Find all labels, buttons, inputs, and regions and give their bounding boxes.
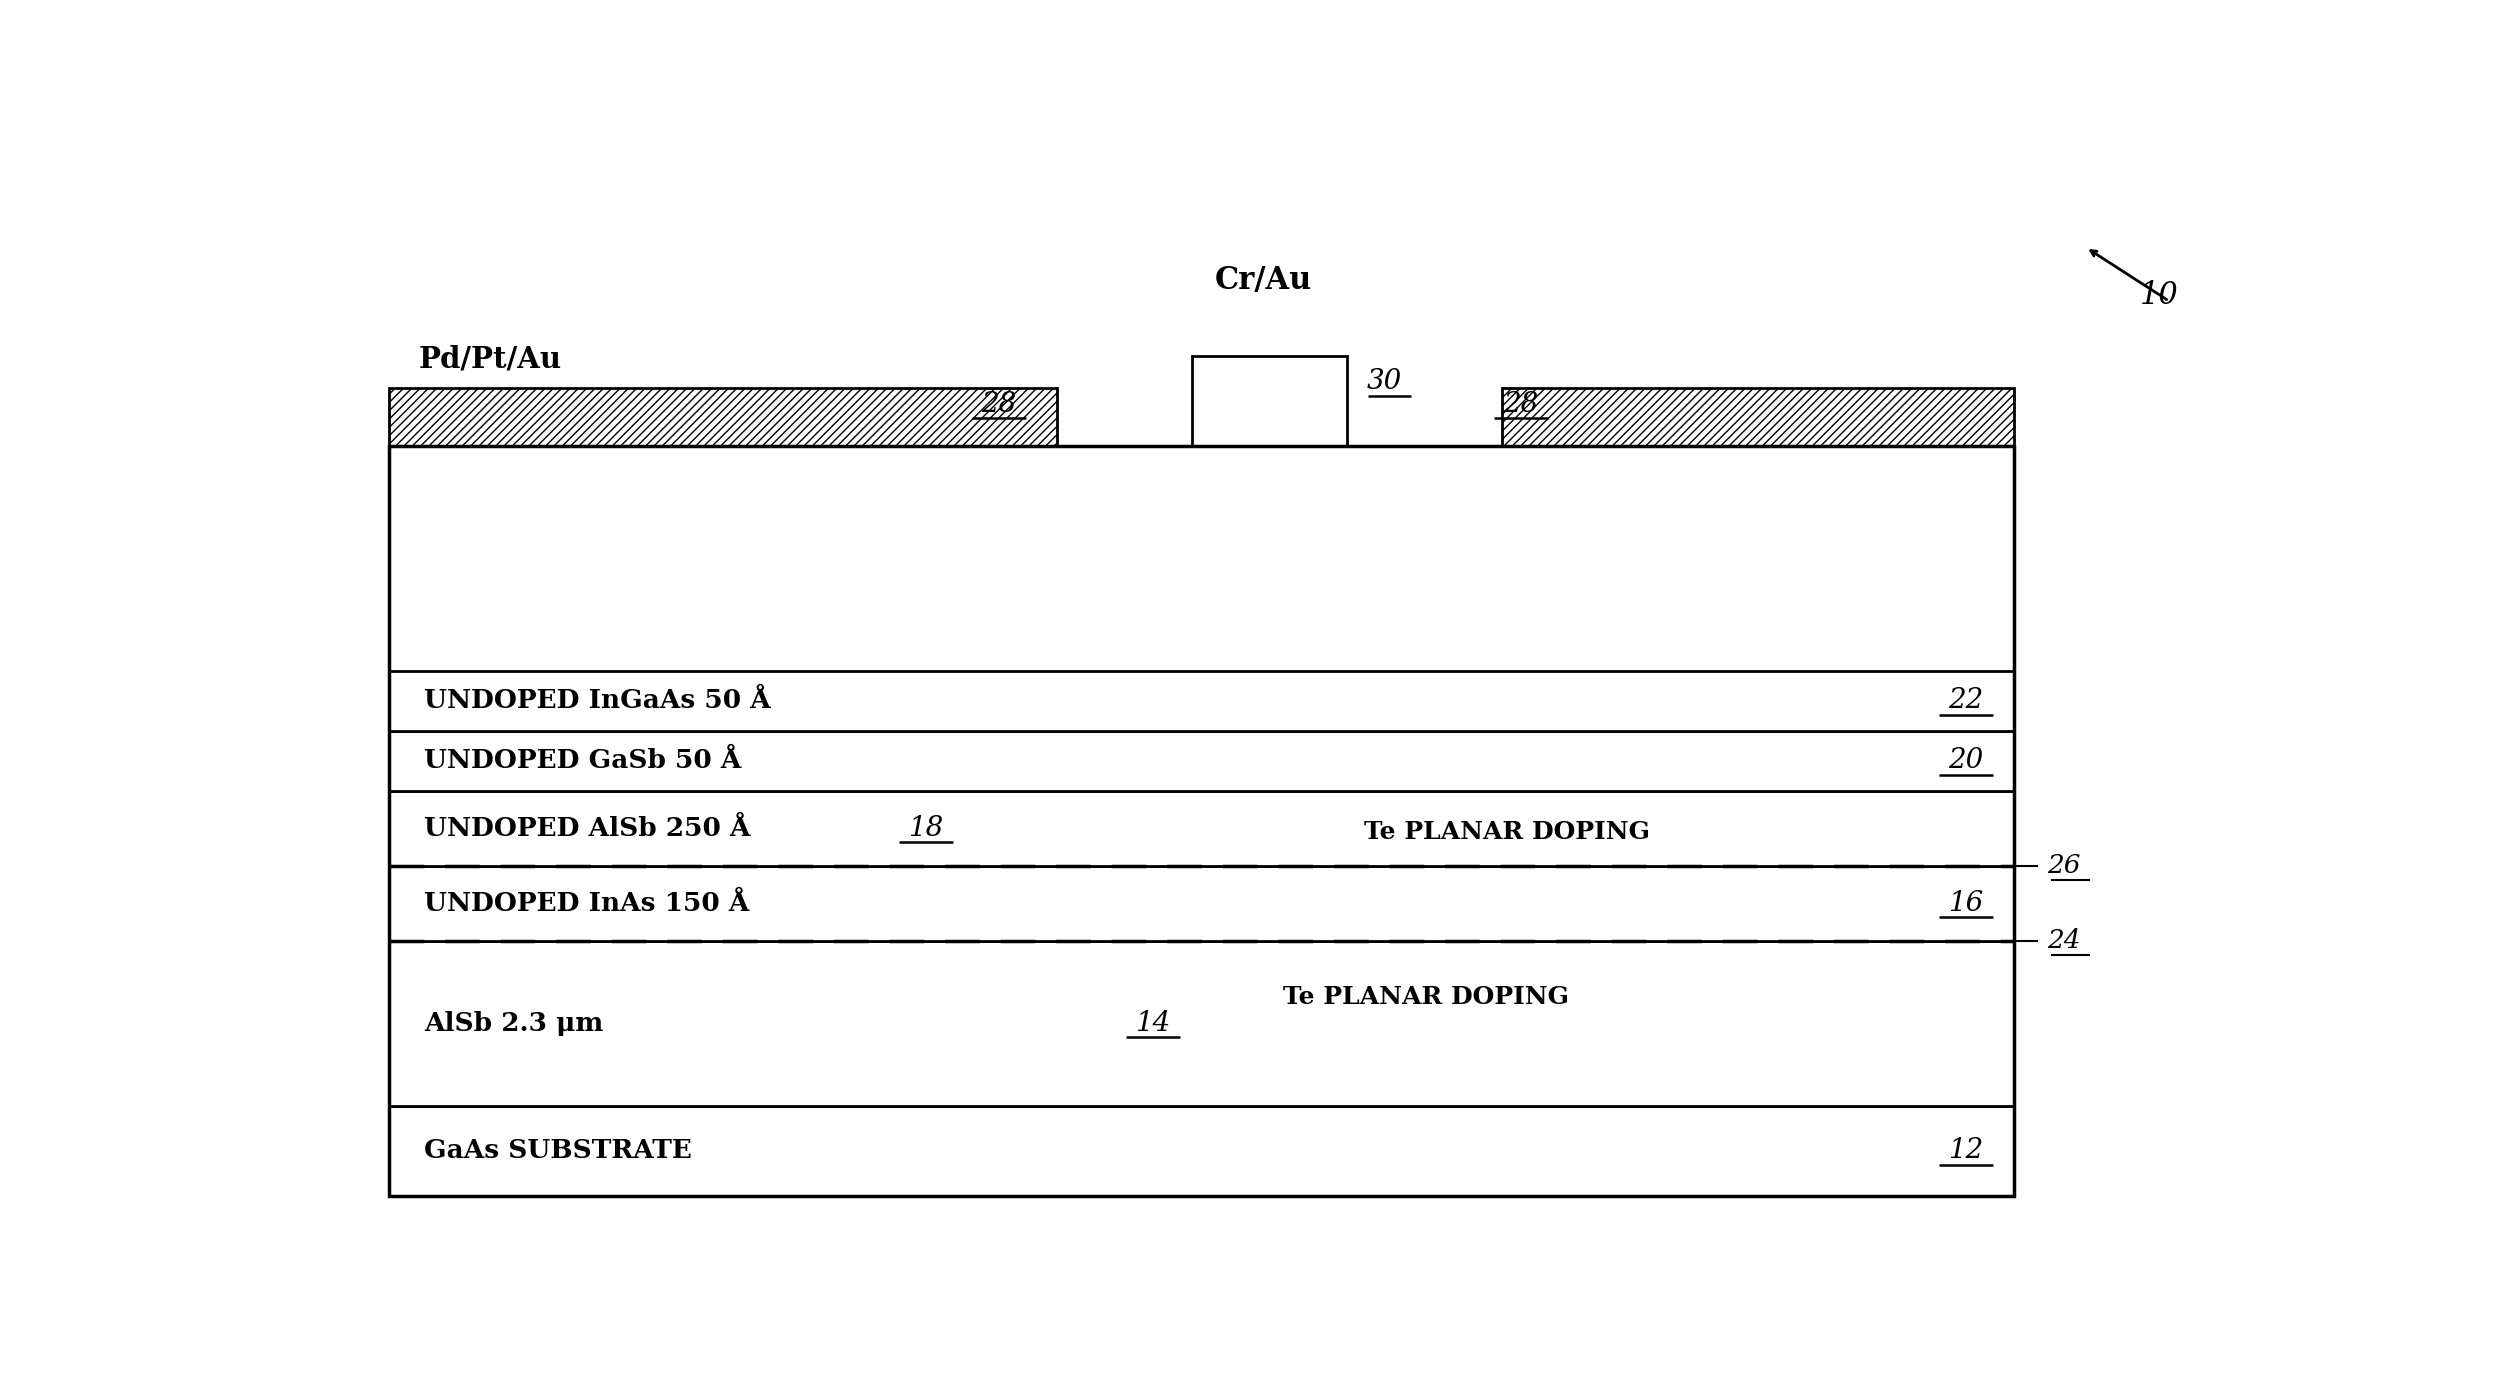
Text: 22: 22 xyxy=(1949,688,1984,714)
Bar xyxy=(1193,356,1348,445)
Text: 26: 26 xyxy=(2047,853,2082,878)
Text: 28: 28 xyxy=(1503,391,1538,418)
Text: 16: 16 xyxy=(1949,889,1984,917)
Text: 12: 12 xyxy=(1949,1137,1984,1165)
Text: UNDOPED AlSb 250 Å: UNDOPED AlSb 250 Å xyxy=(424,816,751,841)
Text: 20: 20 xyxy=(1949,748,1984,774)
Text: GaAs SUBSTRATE: GaAs SUBSTRATE xyxy=(424,1139,691,1164)
Text: 24: 24 xyxy=(2047,928,2082,954)
Bar xyxy=(1503,388,2014,445)
Text: AlSb 2.3 μm: AlSb 2.3 μm xyxy=(424,1011,604,1036)
Bar xyxy=(389,671,2014,731)
Bar xyxy=(389,731,2014,791)
Bar xyxy=(389,388,1056,445)
Bar xyxy=(389,941,2014,1107)
Text: Te PLANAR DOPING: Te PLANAR DOPING xyxy=(1283,986,1570,1009)
Text: Pd/Pt/Au: Pd/Pt/Au xyxy=(419,345,562,374)
Text: UNDOPED GaSb 50 Å: UNDOPED GaSb 50 Å xyxy=(424,749,741,774)
Text: UNDOPED InGaAs 50 Å: UNDOPED InGaAs 50 Å xyxy=(424,688,771,713)
Text: 28: 28 xyxy=(981,391,1016,418)
Text: Te PLANAR DOPING: Te PLANAR DOPING xyxy=(1365,820,1650,844)
Text: Cr/Au: Cr/Au xyxy=(1216,264,1313,296)
Text: 30: 30 xyxy=(1365,369,1400,395)
Bar xyxy=(389,445,2014,1196)
Text: 10: 10 xyxy=(2139,280,2179,312)
Text: 18: 18 xyxy=(909,814,943,842)
Text: 14: 14 xyxy=(1136,1011,1171,1037)
Bar xyxy=(389,866,2014,941)
Text: UNDOPED InAs 150 Å: UNDOPED InAs 150 Å xyxy=(424,891,749,916)
Bar xyxy=(389,1107,2014,1196)
Bar xyxy=(389,791,2014,866)
